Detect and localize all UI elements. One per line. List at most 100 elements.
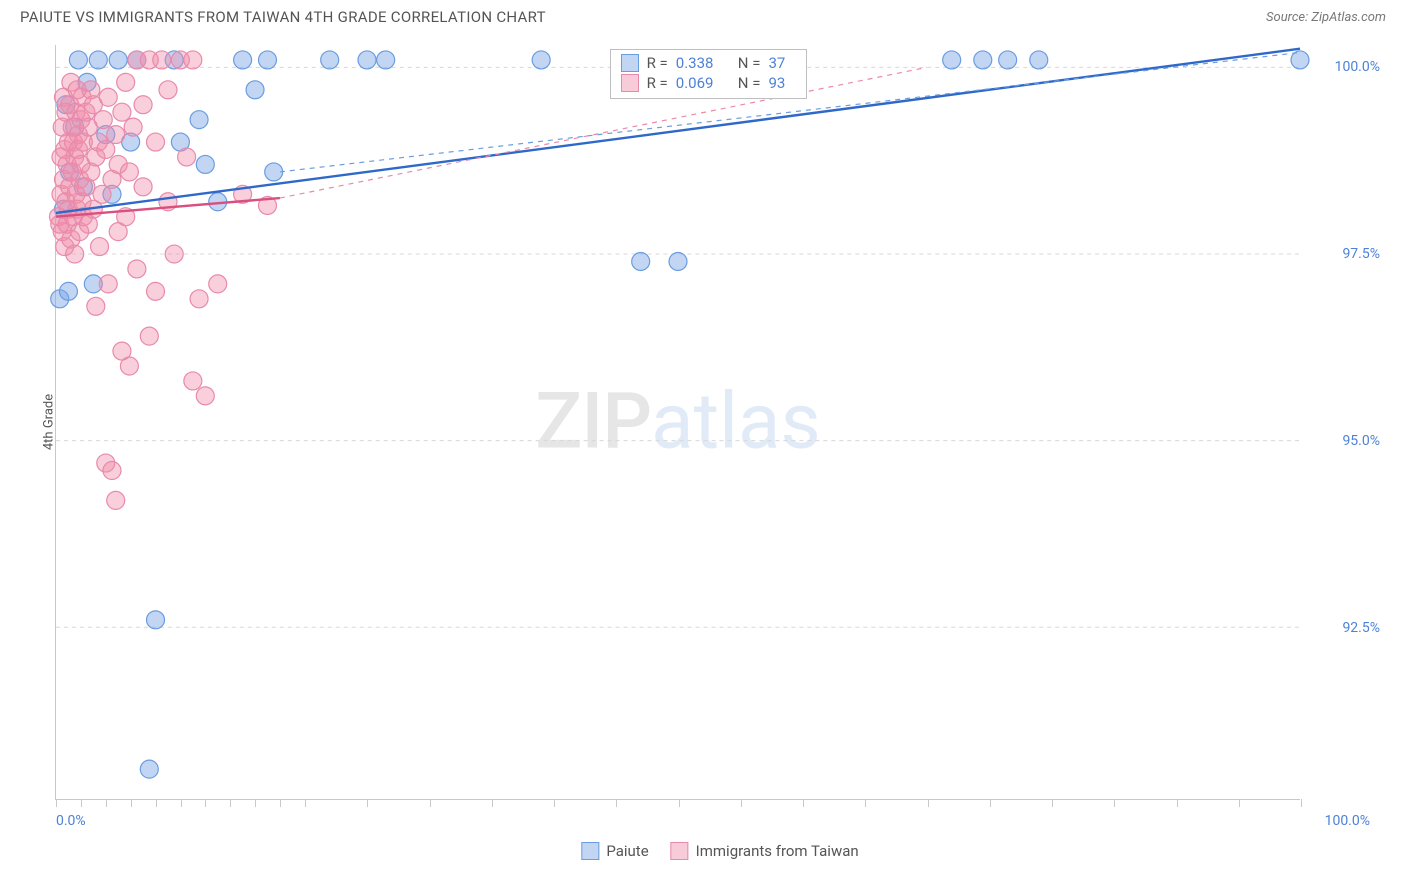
scatter-point bbox=[632, 253, 650, 271]
x-tick bbox=[1301, 799, 1302, 807]
scatter-point bbox=[89, 51, 107, 69]
x-tick bbox=[1239, 799, 1240, 807]
scatter-point bbox=[209, 275, 227, 293]
stat-r-label: R = bbox=[647, 54, 668, 72]
scatter-point bbox=[140, 327, 158, 345]
legend-label: Immigrants from Taiwan bbox=[696, 842, 859, 860]
scatter-point bbox=[974, 51, 992, 69]
x-tick bbox=[305, 799, 306, 807]
scatter-point bbox=[234, 51, 252, 69]
scatter-point bbox=[153, 51, 171, 69]
scatter-point bbox=[94, 111, 112, 129]
stat-r-value: 0.338 bbox=[676, 54, 724, 72]
scatter-point bbox=[91, 238, 109, 256]
scatter-point bbox=[147, 611, 165, 629]
y-tick-label: 97.5% bbox=[1310, 246, 1380, 262]
x-tick-label: 100.0% bbox=[1300, 813, 1370, 829]
scatter-point bbox=[124, 118, 142, 136]
scatter-point bbox=[120, 163, 138, 181]
legend-item: Paiute bbox=[581, 842, 648, 860]
scatter-point bbox=[190, 111, 208, 129]
y-axis-label: 4th Grade bbox=[42, 394, 57, 450]
stat-n-value: 37 bbox=[768, 54, 796, 72]
scatter-point bbox=[128, 260, 146, 278]
x-tick bbox=[554, 799, 555, 807]
x-tick bbox=[803, 799, 804, 807]
scatter-point bbox=[165, 245, 183, 263]
x-tick bbox=[928, 799, 929, 807]
scatter-point bbox=[184, 372, 202, 390]
scatter-point bbox=[321, 51, 339, 69]
chart-source: Source: ZipAtlas.com bbox=[1266, 10, 1386, 25]
scatter-point bbox=[107, 491, 125, 509]
scatter-point bbox=[669, 253, 687, 271]
x-tick bbox=[205, 799, 206, 807]
scatter-point bbox=[134, 178, 152, 196]
legend-swatch bbox=[621, 54, 639, 72]
scatter-point bbox=[117, 73, 135, 91]
scatter-point bbox=[103, 462, 121, 480]
scatter-point bbox=[147, 282, 165, 300]
x-tick bbox=[741, 799, 742, 807]
y-tick-label: 95.0% bbox=[1310, 433, 1380, 449]
stats-row: R =0.069N =93 bbox=[621, 73, 797, 93]
bottom-legend: Paiute Immigrants from Taiwan bbox=[581, 842, 858, 860]
legend-label: Paiute bbox=[606, 842, 648, 860]
scatter-point bbox=[140, 760, 158, 778]
chart-container: 4th Grade ZIPatlas 92.5%95.0%97.5%100.0%… bbox=[55, 45, 1385, 825]
scatter-point bbox=[178, 148, 196, 166]
x-tick bbox=[1177, 799, 1178, 807]
scatter-point bbox=[87, 297, 105, 315]
x-tick bbox=[81, 799, 82, 807]
scatter-point bbox=[196, 155, 214, 173]
scatter-point bbox=[109, 51, 127, 69]
scatter-point bbox=[943, 51, 961, 69]
stats-row: R = 0.338 N = 37 bbox=[621, 53, 797, 73]
scatter-point bbox=[147, 133, 165, 151]
scatter-point bbox=[258, 51, 276, 69]
x-tick bbox=[1052, 799, 1053, 807]
stat-r-label: R = bbox=[647, 74, 668, 92]
plot-area: 4th Grade ZIPatlas 92.5%95.0%97.5%100.0%… bbox=[55, 45, 1300, 800]
y-tick-label: 100.0% bbox=[1310, 59, 1380, 75]
scatter-point bbox=[999, 51, 1017, 69]
x-tick bbox=[106, 799, 107, 807]
x-tick bbox=[131, 799, 132, 807]
scatter-point bbox=[377, 51, 395, 69]
stat-n-label: N = bbox=[738, 74, 761, 92]
trend-line-dashed bbox=[280, 67, 927, 198]
scatter-point bbox=[196, 387, 214, 405]
x-tick-label: 0.0% bbox=[56, 813, 86, 829]
scatter-point bbox=[1030, 51, 1048, 69]
x-tick bbox=[156, 799, 157, 807]
x-tick bbox=[679, 799, 680, 807]
x-tick bbox=[492, 799, 493, 807]
stats-legend-box: R = 0.338 N = 37R =0.069N =93 bbox=[610, 49, 808, 99]
x-tick bbox=[865, 799, 866, 807]
x-tick bbox=[255, 799, 256, 807]
x-tick bbox=[280, 799, 281, 807]
x-tick bbox=[181, 799, 182, 807]
y-tick-label: 92.5% bbox=[1310, 620, 1380, 636]
x-tick bbox=[230, 799, 231, 807]
scatter-point bbox=[69, 51, 87, 69]
scatter-point bbox=[99, 275, 117, 293]
scatter-point bbox=[59, 282, 77, 300]
x-tick bbox=[56, 799, 57, 807]
x-tick bbox=[990, 799, 991, 807]
scatter-point bbox=[246, 81, 264, 99]
x-tick bbox=[1114, 799, 1115, 807]
legend-swatch bbox=[581, 842, 599, 860]
chart-title: PAIUTE VS IMMIGRANTS FROM TAIWAN 4TH GRA… bbox=[20, 8, 546, 26]
scatter-point bbox=[99, 88, 117, 106]
x-tick bbox=[367, 799, 368, 807]
chart-header: PAIUTE VS IMMIGRANTS FROM TAIWAN 4TH GRA… bbox=[0, 0, 1406, 32]
scatter-point bbox=[159, 81, 177, 99]
x-tick bbox=[616, 799, 617, 807]
scatter-point bbox=[134, 96, 152, 114]
stat-n-label: N = bbox=[738, 54, 761, 72]
scatter-point bbox=[107, 126, 125, 144]
x-tick bbox=[430, 799, 431, 807]
scatter-point bbox=[358, 51, 376, 69]
scatter-point bbox=[184, 51, 202, 69]
